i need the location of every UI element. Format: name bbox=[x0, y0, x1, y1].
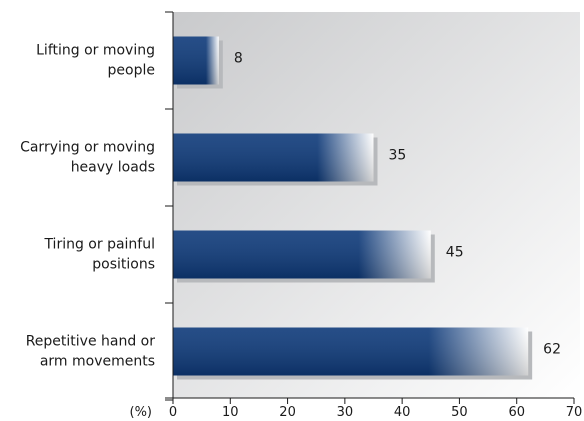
x-tick-label: 30 bbox=[337, 405, 354, 420]
x-tick-label: 20 bbox=[279, 405, 296, 420]
data-label: 8 bbox=[234, 51, 243, 67]
category-label: Tiring or painful positions bbox=[43, 237, 155, 273]
x-axis: 0 10 20 30 40 50 60 70 (%) bbox=[130, 398, 583, 420]
category-labels: Lifting or moving people Carrying or movin… bbox=[20, 43, 155, 370]
x-unit-label: (%) bbox=[130, 405, 153, 420]
x-tick-label: 40 bbox=[394, 405, 411, 420]
category-label: Repetitive hand or arm movements bbox=[26, 334, 156, 370]
data-label: 45 bbox=[446, 245, 464, 261]
x-tick-label: 50 bbox=[451, 405, 468, 420]
x-tick-label: 70 bbox=[566, 405, 583, 420]
x-tick-label: 10 bbox=[222, 405, 239, 420]
data-label: 62 bbox=[543, 342, 561, 358]
bar-shade bbox=[173, 37, 219, 85]
bar-shade bbox=[173, 231, 431, 279]
bar-shade bbox=[173, 134, 374, 182]
x-tick-label: 60 bbox=[508, 405, 525, 420]
x-tick-label: 0 bbox=[169, 405, 177, 420]
data-label: 35 bbox=[389, 148, 407, 164]
category-label: Lifting or moving people bbox=[36, 43, 155, 79]
y-axis bbox=[165, 12, 173, 400]
bar-shade bbox=[173, 328, 528, 376]
category-label: Carrying or moving heavy loads bbox=[20, 140, 155, 176]
